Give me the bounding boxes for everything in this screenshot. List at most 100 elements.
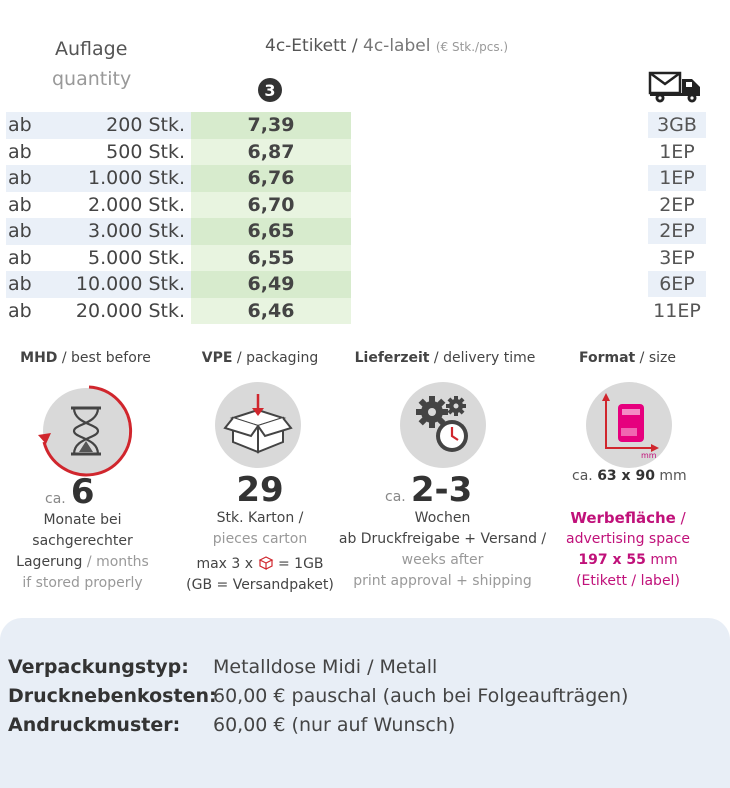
vpe-line3: max 3 x = 1GB xyxy=(180,554,340,577)
row-prefix: ab xyxy=(8,140,32,163)
table-row: ab 5.000 Stk. 6,55 xyxy=(6,244,351,271)
delivery-prefix: ca. xyxy=(385,489,406,505)
table-row: ab 200 Stk. 7,39 xyxy=(6,112,351,139)
hourglass-icon xyxy=(43,388,129,474)
mhd-line3-en: months xyxy=(96,554,149,570)
vpe-value: 29 xyxy=(236,470,284,510)
mhd-line3: Lagerung / months xyxy=(16,554,149,570)
info-key: Drucknebenkosten: xyxy=(8,685,217,707)
info-row-proof: Andruckmuster: 60,00 € (nur auf Wunsch) xyxy=(8,714,455,736)
vpe-line4: (GB = Versandpaket) xyxy=(186,577,334,593)
info-key: Andruckmuster: xyxy=(8,714,181,736)
format-size-icon xyxy=(586,382,672,468)
info-row-print-costs: Drucknebenkosten:60,00 € pauschal (auch … xyxy=(8,685,628,707)
row-prefix: ab xyxy=(6,218,48,245)
mhd-value-line: ca. 6 xyxy=(45,472,95,512)
row-price: 7,39 xyxy=(191,112,351,139)
mhd-description: Monate bei sachgerechter Lagerung / mont… xyxy=(0,510,165,594)
row-price: 6,70 xyxy=(191,191,351,218)
vpe-line1: Stk. Karton / xyxy=(216,510,304,526)
table-row: ab 3.000 Stk. 6,65 xyxy=(6,218,351,245)
format-ad-size: 197 x 55 xyxy=(578,552,646,568)
format-size-line: ca. 63 x 90 mm xyxy=(572,468,687,484)
mhd-line4: if stored properly xyxy=(22,575,143,591)
row-quantity: 200 Stk. xyxy=(48,112,191,139)
row-prefix: ab xyxy=(8,299,32,322)
row-quantity: 1.000 Stk. xyxy=(48,165,191,192)
format-size-unit: mm xyxy=(659,468,687,484)
delivery-description: Wochen ab Druckfreigabe + Versand / week… xyxy=(330,508,555,592)
price-table: ab 200 Stk. 7,39 ab 500 Stk. 6,87 ab 1.000 St… xyxy=(6,112,351,324)
format-description: Werbefläche / advertising space 197 x 55… xyxy=(558,508,698,592)
row-quantity: 500 Stk. xyxy=(106,140,185,163)
delivery-line4: print approval + shipping xyxy=(353,573,532,589)
table-row: ab 1.000 Stk. 6,76 xyxy=(6,165,351,192)
format-ad-note: (Etikett / label) xyxy=(576,573,680,589)
format-ad-de: Werbefläche xyxy=(570,509,676,527)
vpe-line2: pieces carton xyxy=(212,531,308,547)
row-price: 6,49 xyxy=(191,271,351,298)
vpe-line3a: max 3 x xyxy=(196,556,254,572)
delivery-title-de: Lieferzeit xyxy=(354,350,430,366)
row-quantity: 2.000 Stk. xyxy=(88,193,185,216)
gears-clock-icon xyxy=(400,382,486,468)
delivery-line3: weeks after xyxy=(401,552,484,568)
row-price: 6,65 xyxy=(191,218,351,245)
quantity-header: Auflage xyxy=(55,38,128,60)
mhd-title-de: MHD xyxy=(20,350,58,366)
label-header-unit: (€ Stk./pcs.) xyxy=(435,40,509,54)
row-quantity: 20.000 Stk. xyxy=(75,299,185,322)
table-row: ab 2.000 Stk. 6,70 xyxy=(6,191,351,218)
format-mm-label: mm xyxy=(641,451,657,460)
mhd-line2: sachgerechter xyxy=(32,533,133,549)
format-title: Format / size xyxy=(578,350,677,366)
quantity-header-en: quantity xyxy=(52,68,132,90)
row-quantity: 10.000 Stk. xyxy=(48,271,191,298)
mhd-line1: Monate bei xyxy=(43,512,122,528)
shipping-unit: 2EP xyxy=(659,194,695,216)
cycle-arrow-icon xyxy=(34,380,134,484)
vpe-title-en: packaging xyxy=(246,350,319,366)
delivery-title: Lieferzeit / delivery time xyxy=(354,350,536,366)
row-price: 6,76 xyxy=(191,165,351,192)
format-ad-en: advertising space xyxy=(566,531,690,547)
row-prefix: ab xyxy=(6,271,48,298)
shipping-unit: 1EP xyxy=(648,165,706,191)
info-row-packaging: Verpackungstyp: Metalldose Midi / Metall xyxy=(8,656,437,678)
box-icon xyxy=(215,382,301,468)
shipping-truck-icon xyxy=(648,70,704,108)
shipping-unit: 2EP xyxy=(648,218,706,244)
info-panel xyxy=(0,618,730,788)
vpe-title-de: VPE xyxy=(201,350,233,366)
format-title-de: Format xyxy=(578,350,636,366)
table-row: ab 20.000 Stk. 6,46 xyxy=(6,297,351,324)
label-header-sep: / xyxy=(346,36,364,56)
info-key: Verpackungstyp: xyxy=(8,656,189,678)
row-price: 6,87 xyxy=(191,138,351,165)
format-ad-line: Werbefläche / xyxy=(570,509,686,527)
vpe-title: VPE / packaging xyxy=(201,350,319,366)
mhd-line3-de: Lagerung xyxy=(16,554,83,570)
vpe-description: Stk. Karton / pieces carton max 3 x = 1G… xyxy=(180,508,340,593)
row-prefix: ab xyxy=(8,246,32,269)
shipping-unit: 3GB xyxy=(648,112,706,138)
column-number-badge: 3 xyxy=(258,78,282,102)
delivery-value-line: ca. 2-3 xyxy=(385,470,472,510)
format-size-value: 63 x 90 xyxy=(597,468,655,484)
mhd-prefix: ca. xyxy=(45,491,66,507)
format-title-en: size xyxy=(648,350,677,366)
delivery-title-en: delivery time xyxy=(443,350,536,366)
info-value: 60,00 € pauschal (auch bei Folgeaufträge… xyxy=(213,685,629,707)
table-row: ab 10.000 Stk. 6,49 xyxy=(6,271,351,298)
row-prefix: ab xyxy=(6,165,48,192)
row-quantity: 3.000 Stk. xyxy=(48,218,191,245)
label-header-en: 4c-label xyxy=(363,36,431,56)
row-price: 6,46 xyxy=(191,297,351,324)
table-row: ab 500 Stk. 6,87 xyxy=(6,138,351,165)
info-value: Metalldose Midi / Metall xyxy=(213,656,438,678)
mhd-value: 6 xyxy=(70,472,95,512)
format-size-prefix: ca. xyxy=(572,468,593,484)
shipping-unit: 1EP xyxy=(659,141,695,163)
delivery-line1: Wochen xyxy=(414,510,471,526)
row-quantity: 5.000 Stk. xyxy=(88,246,185,269)
